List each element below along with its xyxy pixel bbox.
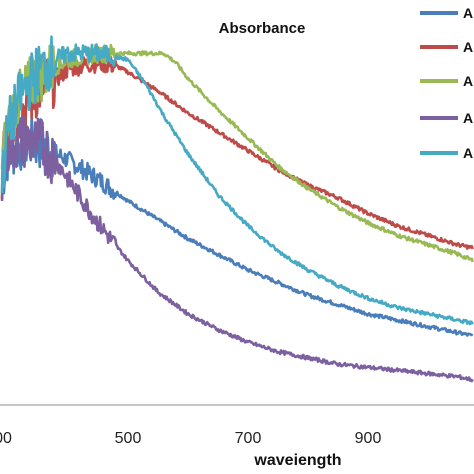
x-tick-labels: 00 500 700 900 [0, 430, 381, 447]
x-axis-label: waveiength [253, 452, 341, 469]
x-tick-label: 700 [235, 430, 262, 447]
legend-label-3: A [463, 73, 473, 89]
x-tick-label: 500 [115, 430, 142, 447]
legend-label-2: A [463, 39, 473, 55]
plot-lines [0, 35, 474, 383]
x-tick-label: 00 [0, 430, 12, 447]
series-line-2 [0, 51, 474, 250]
legend-label-5: A [463, 145, 473, 161]
series-line-4 [0, 115, 474, 383]
legend-label-4: A [463, 110, 473, 126]
series-line-3 [0, 43, 474, 263]
series-line-5 [0, 35, 474, 326]
chart-title: Absorbance [219, 20, 306, 37]
series-line-1 [0, 112, 474, 337]
legend: A A A A A [420, 5, 473, 161]
legend-label-1: A [463, 5, 473, 21]
x-tick-label: 900 [355, 430, 382, 447]
